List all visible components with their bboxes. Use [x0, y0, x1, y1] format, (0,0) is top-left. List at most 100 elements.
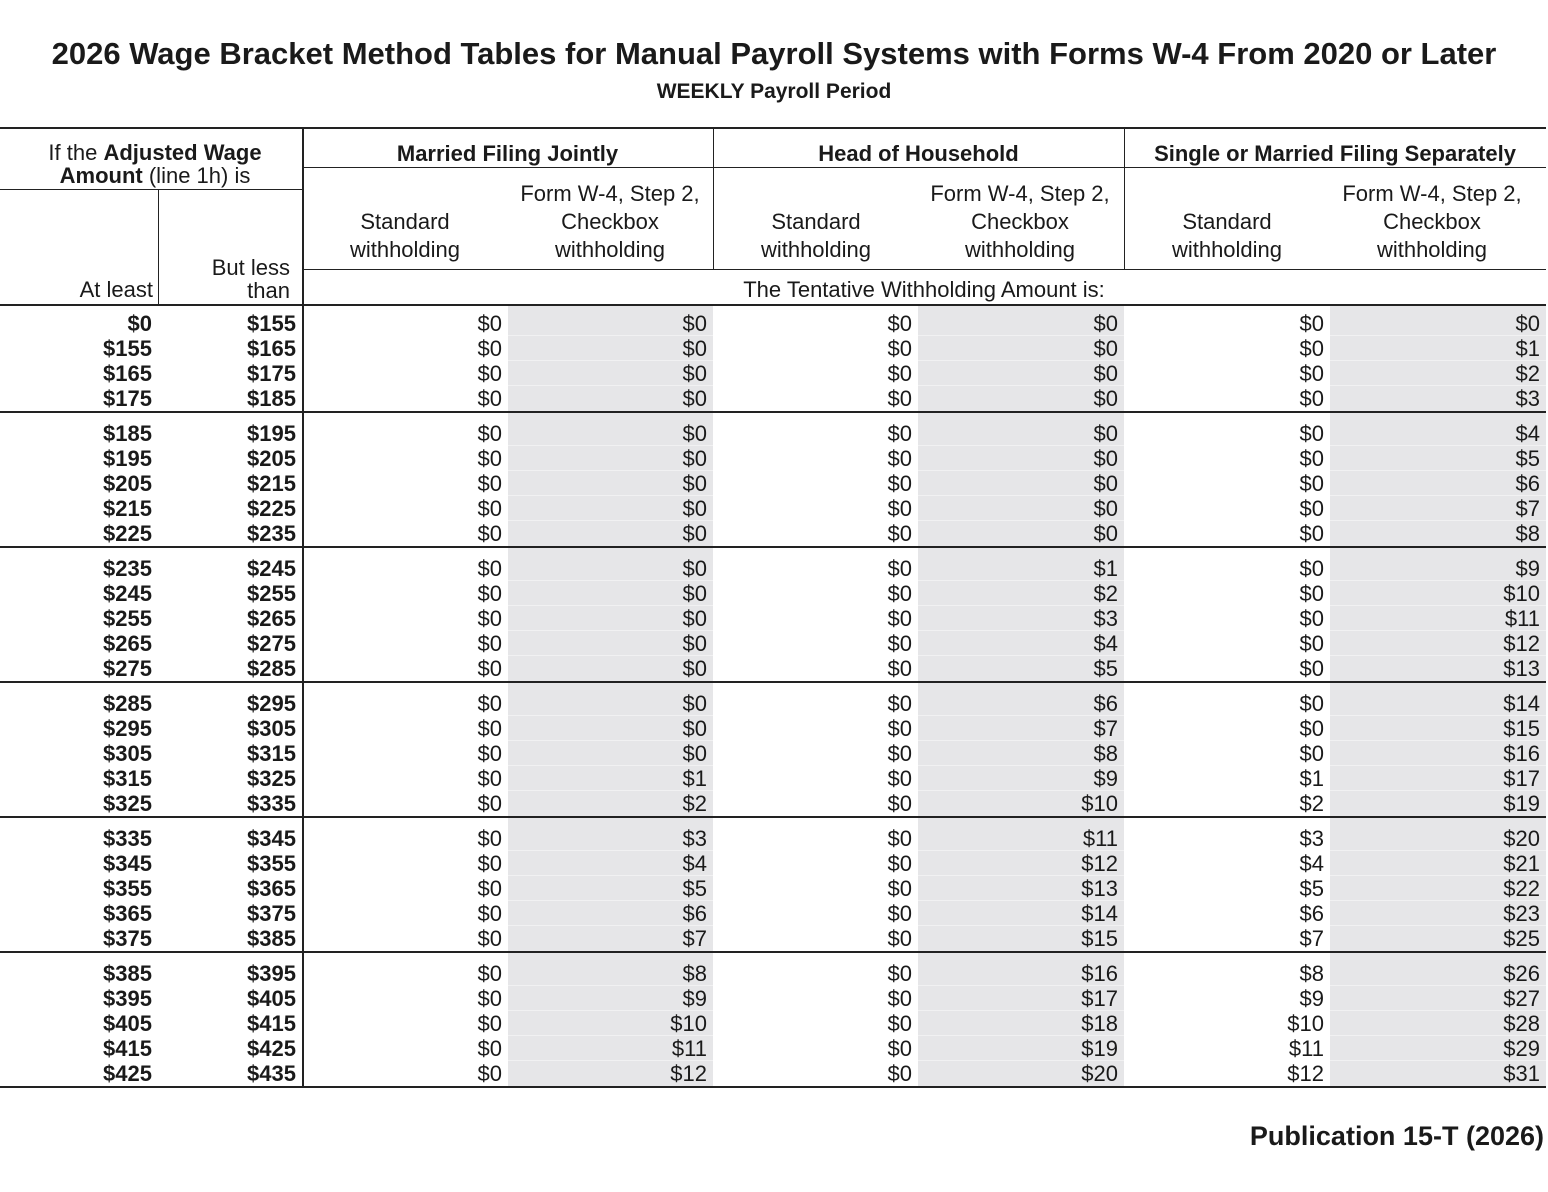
amount-cell: $0	[682, 556, 707, 581]
but-less-header: But less than	[211, 255, 290, 303]
amount-cell: $0	[477, 766, 502, 791]
amount-cell: $0	[682, 521, 707, 546]
amount-cell: $5	[682, 876, 707, 901]
amount-cell: $0	[1299, 521, 1324, 546]
amount-cell: $0	[682, 656, 707, 681]
rule	[0, 681, 1546, 683]
stripe	[918, 985, 1124, 986]
amount-cell: $0	[477, 656, 502, 681]
amount-cell: $0	[477, 386, 502, 411]
amount-cell: $0	[887, 716, 912, 741]
amount-cell: $11	[671, 1036, 707, 1061]
amount-cell: $12	[1503, 631, 1540, 656]
amount-cell: $0	[477, 1061, 502, 1086]
amount-cell: $0	[682, 421, 707, 446]
amount-cell: $0	[887, 606, 912, 631]
amount-cell: $17	[1081, 986, 1118, 1011]
amount-cell: $0	[1299, 716, 1324, 741]
column-header: Standard withholding	[349, 209, 461, 262]
stripe	[1330, 985, 1546, 986]
amount-cell: $11	[1082, 826, 1118, 851]
wage-cell: $195	[247, 421, 296, 446]
amount-cell: $7	[682, 926, 707, 951]
amount-cell: $0	[887, 386, 912, 411]
wage-cell: $395	[247, 961, 296, 986]
stripe	[1330, 335, 1546, 336]
stripe	[918, 580, 1124, 581]
wage-cell: $385	[103, 961, 152, 986]
wage-cell: $415	[103, 1036, 152, 1061]
wage-cell: $235	[103, 556, 152, 581]
stripe	[508, 580, 713, 581]
amount-cell: $0	[682, 741, 707, 766]
amount-cell: $10	[1287, 1011, 1324, 1036]
amount-cell: $19	[1503, 791, 1540, 816]
stripe	[918, 445, 1124, 446]
amount-cell: $0	[477, 521, 502, 546]
stripe	[1330, 1060, 1546, 1061]
rule	[0, 546, 1546, 548]
amount-cell: $0	[887, 851, 912, 876]
wage-cell: $315	[103, 766, 152, 791]
stripe	[918, 900, 1124, 901]
stripe	[918, 850, 1124, 851]
amount-cell: $0	[477, 631, 502, 656]
amount-cell: $4	[1515, 421, 1540, 446]
amount-cell: $2	[1515, 361, 1540, 386]
rule	[302, 128, 304, 1088]
wage-cell: $395	[103, 986, 152, 1011]
footer: Publication 15-T (2026)	[1249, 1121, 1544, 1151]
amount-cell: $0	[887, 691, 912, 716]
wage-cell: $175	[247, 361, 296, 386]
stripe	[508, 765, 713, 766]
column-header: Form W-4, Step 2, Checkbox withholding	[520, 181, 700, 262]
amount-cell: $10	[670, 1011, 707, 1036]
amount-cell: $0	[1299, 361, 1324, 386]
stripe	[918, 470, 1124, 471]
wage-cell: $365	[247, 876, 296, 901]
stripe	[508, 630, 713, 631]
stripe	[1330, 495, 1546, 496]
stripe	[1330, 875, 1546, 876]
amount-cell: $18	[1081, 1011, 1118, 1036]
amount-cell: $0	[1093, 421, 1118, 446]
rule	[0, 411, 1546, 413]
amount-cell: $0	[477, 986, 502, 1011]
amount-cell: $0	[682, 606, 707, 631]
stripe	[918, 875, 1124, 876]
amount-cell: $0	[682, 631, 707, 656]
wage-cell: $365	[103, 901, 152, 926]
amount-cell: $16	[1081, 961, 1118, 986]
stripe	[918, 790, 1124, 791]
amount-cell: $0	[887, 521, 912, 546]
amount-cell: $0	[887, 1036, 912, 1061]
amount-cell: $0	[682, 361, 707, 386]
amount-cell: $20	[1081, 1061, 1118, 1086]
text: If the	[48, 140, 98, 165]
stripe	[508, 900, 713, 901]
shaded-column	[918, 306, 1124, 1087]
group-header: Head of Household	[818, 141, 1019, 166]
stripe	[508, 875, 713, 876]
amount-cell: $12	[670, 1061, 707, 1086]
amount-cell: $0	[887, 656, 912, 681]
amount-cell: $13	[1503, 656, 1540, 681]
amount-cell: $0	[887, 791, 912, 816]
amount-cell: $0	[887, 901, 912, 926]
amount-cell: $0	[477, 791, 502, 816]
amount-cell: $14	[1081, 901, 1118, 926]
wage-cell: $275	[103, 656, 152, 681]
amount-cell: $0	[477, 926, 502, 951]
wage-cell: $285	[103, 691, 152, 716]
stripe	[918, 1010, 1124, 1011]
rule	[302, 167, 1546, 168]
rule	[0, 189, 302, 190]
amount-cell: $0	[887, 336, 912, 361]
rule	[0, 1086, 1546, 1088]
rule	[0, 304, 1546, 306]
amount-cell: $1	[682, 766, 707, 791]
wage-cell: $325	[103, 791, 152, 816]
amount-cell: $0	[477, 741, 502, 766]
rule	[713, 128, 714, 270]
amount-cell: $0	[477, 556, 502, 581]
